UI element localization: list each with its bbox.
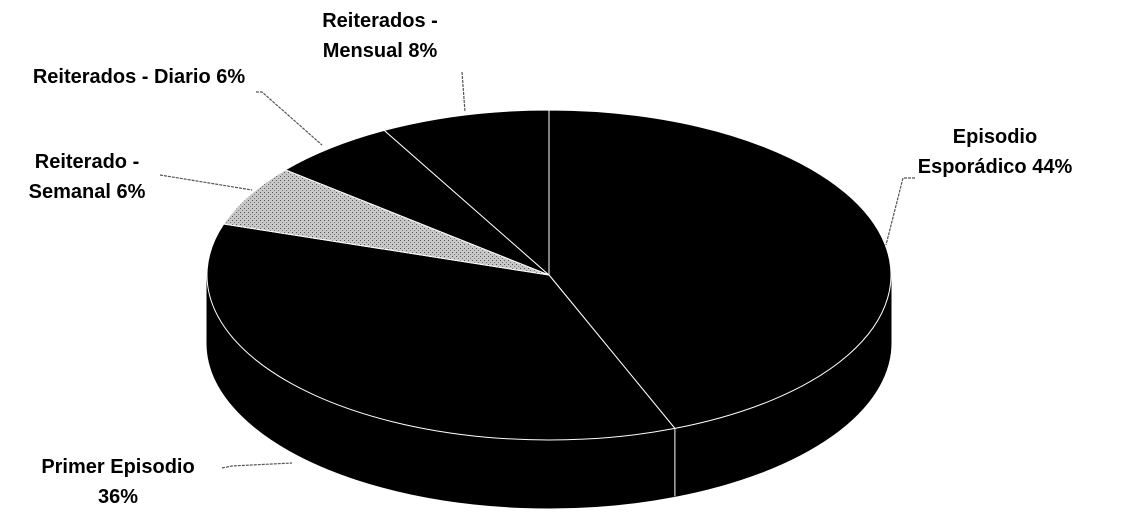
slice-label: Primer Episodio 36% xyxy=(28,452,208,512)
slice xyxy=(206,223,676,441)
slice-label: Reiterados - Diario 6% xyxy=(24,62,254,92)
value-label: 36% xyxy=(97,486,139,508)
leader-line xyxy=(885,177,915,246)
category-label: Reiterados - Diario xyxy=(32,66,211,88)
category-label: Reiterado - Semanal xyxy=(28,151,140,203)
slice-label: Reiterados - Mensual 8% xyxy=(290,6,470,66)
slice-label: Episodio Esporádico 44% xyxy=(905,122,1085,182)
value-label: 6% xyxy=(116,181,146,203)
leader-line xyxy=(256,91,323,146)
leader-line xyxy=(159,174,253,191)
leader-line xyxy=(461,71,466,113)
slice xyxy=(284,129,550,276)
category-label: Primer Episodio xyxy=(41,456,195,478)
slice xyxy=(222,169,550,276)
slice-label: Reiterado - Semanal 6% xyxy=(12,147,162,207)
slices xyxy=(206,109,892,509)
slice xyxy=(548,109,892,429)
value-label: 8% xyxy=(408,40,438,62)
slice xyxy=(383,109,550,277)
leader-line xyxy=(221,462,293,469)
value-label: 44% xyxy=(1032,156,1073,178)
category-label: Episodio Esporádico xyxy=(917,126,1038,178)
value-label: 6% xyxy=(216,66,246,88)
category-label: Reiterados - Mensual xyxy=(322,10,438,62)
